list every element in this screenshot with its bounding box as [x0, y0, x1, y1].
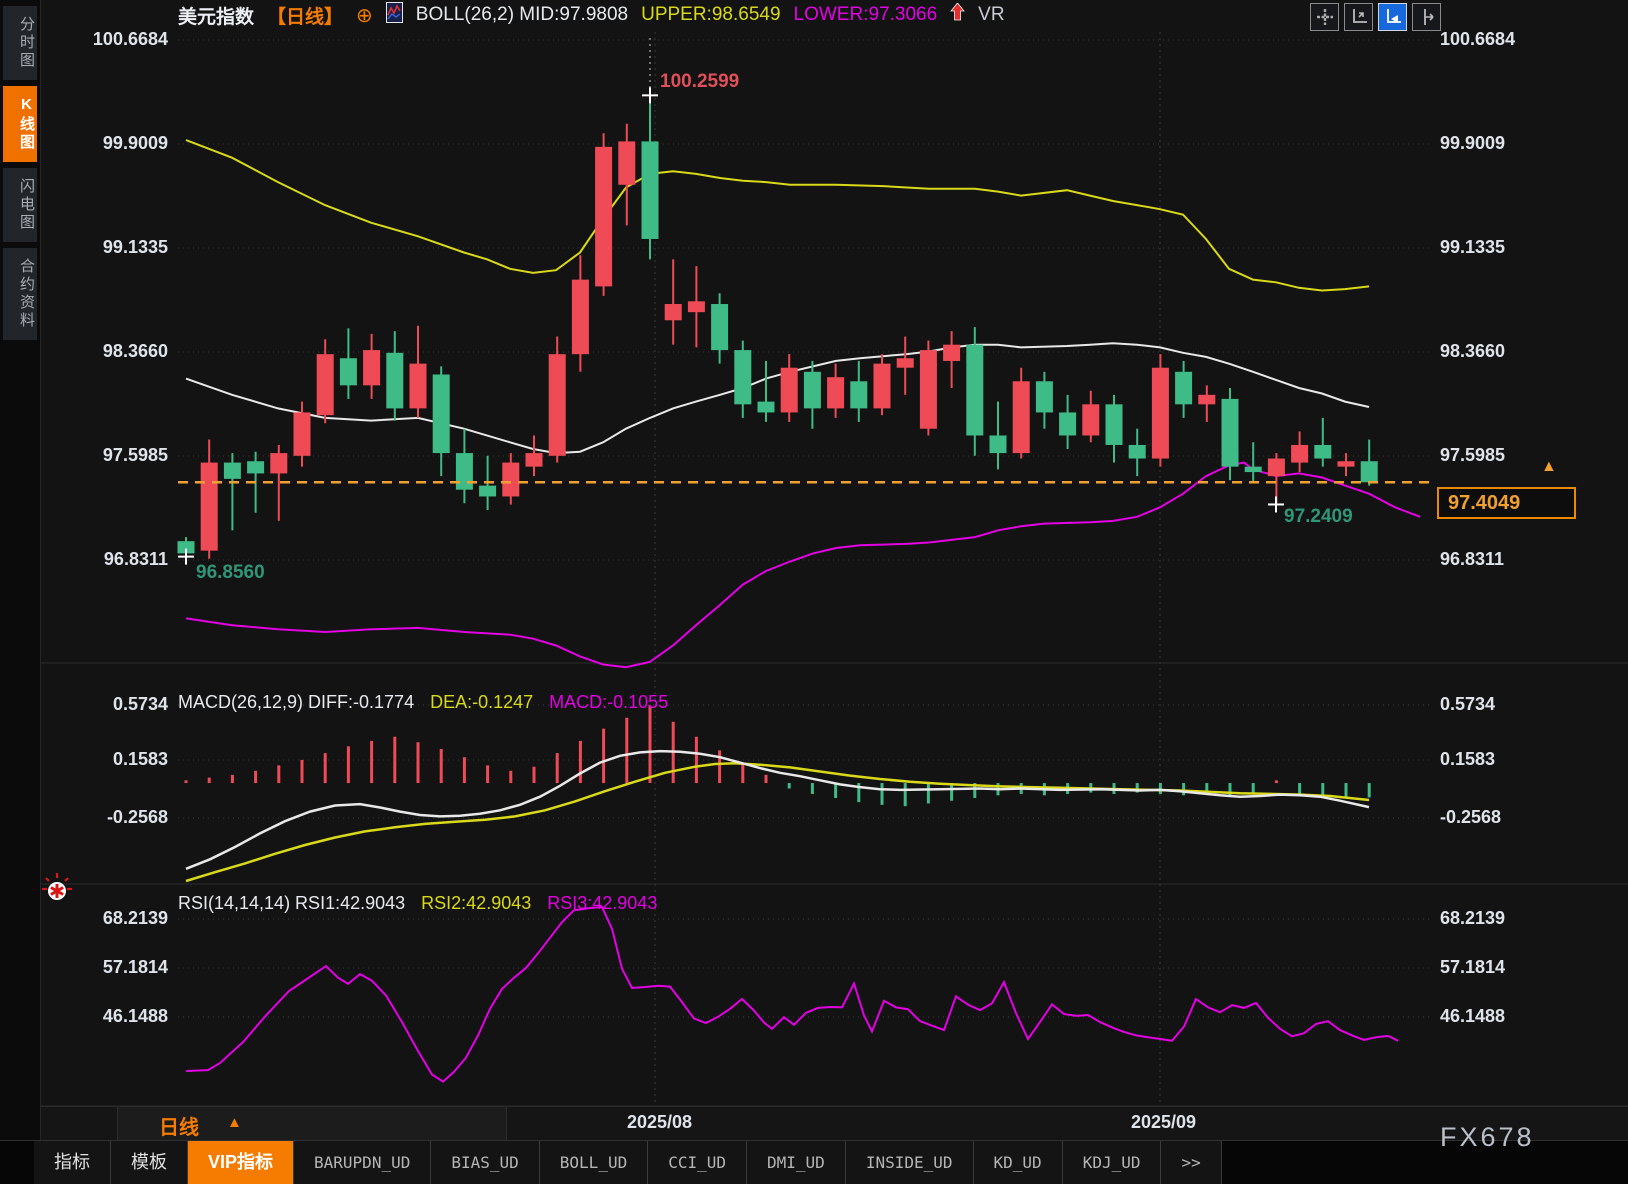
- period-dropdown-icon[interactable]: ▲: [227, 1114, 242, 1131]
- shift-axis-button[interactable]: [1412, 3, 1441, 31]
- left-sidebar: 分时图 K线图 闪电图 合约资料: [0, 0, 41, 1184]
- y-axis-label: 46.1488: [102, 1006, 168, 1026]
- y-axis-label: 96.8311: [103, 549, 168, 569]
- rsi1-value: RSI(14,14,14) RSI1:42.9043: [178, 893, 406, 913]
- tab-barupdn-ud[interactable]: BARUPDN_UD: [294, 1141, 432, 1184]
- period-panel: [117, 1107, 507, 1141]
- macd-pane-header: MACD(26,12,9) DIFF:-0.1774 DEA:-0.1247 M…: [178, 692, 668, 713]
- rsi2-value: RSI2:42.9043: [421, 893, 532, 913]
- high-price-annotation: 100.2599: [660, 71, 740, 92]
- sidebar-item-kline[interactable]: K线图: [3, 86, 37, 162]
- tab-cci-ud[interactable]: CCI_UD: [648, 1141, 748, 1184]
- tab-indicator[interactable]: 指标: [34, 1141, 111, 1184]
- tab-kdj-ud[interactable]: KDJ_UD: [1062, 1141, 1162, 1184]
- tab-boll-ud[interactable]: BOLL_UD: [539, 1141, 649, 1184]
- symbol-title: 美元指数: [178, 6, 255, 28]
- start-low-annotation: 96.8560: [196, 562, 265, 583]
- y-axis-label: 0.1583: [1440, 749, 1496, 769]
- y-axis-label: 99.9009: [102, 133, 168, 153]
- tab-bias-ud[interactable]: BIAS_UD: [431, 1141, 540, 1184]
- period-selector[interactable]: 日线: [159, 1117, 199, 1139]
- y-axis-label: -0.2568: [106, 807, 168, 827]
- y-axis-label: 68.2139: [1440, 908, 1506, 928]
- tab-inside-ud[interactable]: INSIDE_UD: [845, 1141, 974, 1184]
- price-up-arrow-icon: ▲: [1541, 458, 1557, 475]
- chart-header: 美元指数 【日线】 ⊕ BOLL(26,2) MID:97.9808 UPPER…: [178, 0, 1005, 30]
- y-axis-label: 46.1488: [1440, 1006, 1506, 1026]
- y-axis-label: 99.9009: [1440, 133, 1506, 153]
- x-axis-label-aug: 2025/08: [627, 1112, 693, 1132]
- y-axis-label: 0.5734: [112, 694, 168, 714]
- tab-more[interactable]: >>: [1161, 1141, 1222, 1184]
- rsi-pane-header: RSI(14,14,14) RSI1:42.9043 RSI2:42.9043 …: [178, 893, 657, 914]
- y-axis-label: 98.3660: [1440, 341, 1506, 361]
- y-axis-label: 100.6684: [92, 29, 168, 49]
- current-price-badge[interactable]: 97.4049: [1437, 487, 1576, 519]
- y-axis-label: 57.1814: [102, 957, 168, 977]
- y-axis-label: 0.5734: [1440, 694, 1496, 714]
- boll-upper-value: UPPER:98.6549: [641, 4, 781, 25]
- recent-low-annotation: 97.2409: [1284, 506, 1353, 527]
- y-axis-label: 99.1335: [1440, 237, 1506, 257]
- y-axis-label: 57.1814: [1440, 957, 1506, 977]
- axis-scale-button[interactable]: [1344, 3, 1373, 31]
- alarm-flash-icon[interactable]: [40, 872, 74, 911]
- tab-vip-indicator[interactable]: VIP指标: [188, 1141, 295, 1184]
- sidebar-item-flash[interactable]: 闪电图: [3, 168, 37, 242]
- vr-indicator-label[interactable]: VR: [978, 4, 1005, 25]
- up-arrow-icon: [950, 2, 965, 27]
- boll-mid-value: BOLL(26,2) MID:97.9808: [415, 4, 629, 25]
- chart-toolbar: [1310, 3, 1441, 31]
- auto-scale-button[interactable]: [1378, 3, 1407, 31]
- sidebar-item-timeline[interactable]: 分时图: [3, 6, 37, 80]
- y-axis-label: 0.1583: [112, 749, 168, 769]
- tab-kd-ud[interactable]: KD_UD: [973, 1141, 1063, 1184]
- pan-tool-button[interactable]: [1310, 3, 1339, 31]
- sidebar-item-contract-info[interactable]: 合约资料: [3, 248, 37, 340]
- y-axis-label: 97.5985: [102, 445, 168, 465]
- mini-chart-icon: [385, 1, 403, 29]
- y-axis-label: -0.2568: [1440, 807, 1502, 827]
- add-compare-icon[interactable]: ⊕: [356, 4, 373, 27]
- indicator-tabbar: 指标 模板 VIP指标 BARUPDN_UD BIAS_UD BOLL_UD C…: [0, 1140, 1628, 1184]
- macd-value: MACD:-0.1055: [549, 692, 669, 712]
- boll-lower-value: LOWER:97.3066: [793, 4, 938, 25]
- period-tag: 【日线】: [267, 6, 344, 28]
- fx678-watermark: FX678: [1440, 1122, 1535, 1152]
- bottom-status-strip: 日线 ▲ 2025/08 2025/09: [41, 1106, 1628, 1141]
- y-axis-label: 100.6684: [1440, 29, 1516, 49]
- y-axis-label: 97.5985: [1440, 445, 1506, 465]
- macd-dea-value: DEA:-0.1247: [430, 692, 534, 712]
- tab-dmi-ud[interactable]: DMI_UD: [747, 1141, 846, 1184]
- y-axis-label: 68.2139: [102, 908, 168, 928]
- x-axis-label-sep: 2025/09: [1131, 1112, 1197, 1132]
- macd-diff-value: MACD(26,12,9) DIFF:-0.1774: [178, 692, 415, 712]
- y-axis-label: 96.8311: [1440, 549, 1505, 569]
- y-axis-label: 98.3660: [102, 341, 168, 361]
- y-axis-label: 99.1335: [102, 237, 168, 257]
- rsi3-value: RSI3:42.9043: [547, 893, 658, 913]
- tab-template[interactable]: 模板: [111, 1141, 188, 1184]
